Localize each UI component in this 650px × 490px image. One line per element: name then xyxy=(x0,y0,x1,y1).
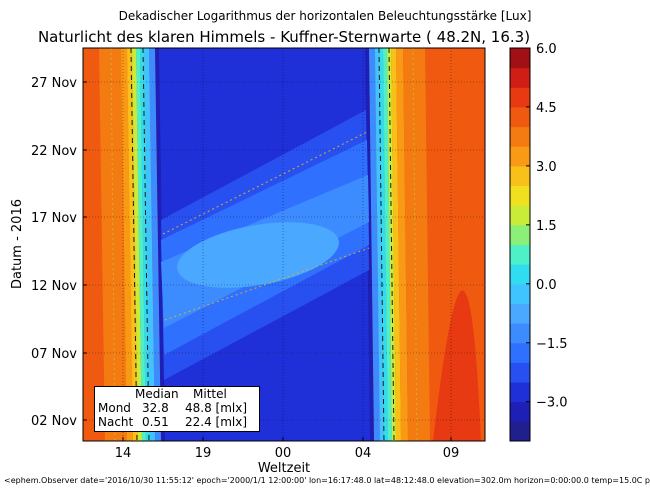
x-tick-label-3: 04 xyxy=(355,446,372,461)
plot-title: Naturlicht des klaren Himmels - Kuffner-… xyxy=(38,28,530,46)
y-tick-label-2: 17 Nov xyxy=(31,211,77,226)
colorbar-level-7 xyxy=(510,283,530,304)
band-dusk-7 xyxy=(149,48,161,441)
legend-nacht-mittel: 22.4 [mlx] xyxy=(185,415,248,429)
colorbar-level-17 xyxy=(510,87,530,108)
x-axis-label: Weltzeit xyxy=(258,461,310,476)
colorbar-level-4 xyxy=(510,342,530,363)
y-tick-label-4: 07 Nov xyxy=(31,347,77,362)
band-dawn-5 xyxy=(391,48,401,441)
contour-moon-upper xyxy=(162,131,368,235)
colorbar-level-2 xyxy=(510,382,530,403)
legend-header-median: Median xyxy=(135,387,179,401)
colorbar-tick-label-3: 1.5 xyxy=(536,219,557,234)
y-tick-label-1: 22 Nov xyxy=(31,144,77,159)
x-tick-label-0: 14 xyxy=(115,446,132,461)
colorbar-level-5 xyxy=(510,323,530,344)
colorbar-level-6 xyxy=(510,303,530,324)
colorbar-level-18 xyxy=(510,67,530,88)
x-tick-label-2: 00 xyxy=(275,446,292,461)
legend-box: Median Mittel Mond 32.8 48.8 [mlx] Nacht… xyxy=(94,386,260,432)
legend-nacht-label: Nacht xyxy=(98,415,134,429)
colorbar-tick-label-1: 4.5 xyxy=(536,101,557,116)
colorbar-level-13 xyxy=(510,165,530,187)
colorbar-level-16 xyxy=(510,106,530,128)
colorbar-frame xyxy=(509,47,531,442)
legend-mond-mittel: 48.8 [mlx] xyxy=(185,401,248,415)
moon-ellipse xyxy=(177,222,339,288)
legend-mond-median: 32.8 xyxy=(142,401,169,415)
band-dawn-6 xyxy=(396,48,408,441)
legend-header-mittel: Mittel xyxy=(193,387,227,401)
colorbar-level-15 xyxy=(510,126,530,147)
contour-day-right xyxy=(412,48,418,441)
legend-nacht-median: 0.51 xyxy=(142,415,169,429)
colorbar-level-8 xyxy=(510,264,530,285)
colorbar-level-19 xyxy=(510,48,530,69)
colorbar-level-3 xyxy=(510,362,530,383)
band-dusk-5 xyxy=(140,48,150,441)
band-dawn-7 xyxy=(403,48,430,441)
y-tick-label-0: 27 Nov xyxy=(31,76,77,91)
band-dusk-1 xyxy=(121,48,133,441)
contour-vert-0 xyxy=(130,48,138,441)
day-peak xyxy=(433,290,481,441)
contour-vert-1 xyxy=(142,48,150,441)
colorbar-level-9 xyxy=(510,244,530,265)
band-dawn-2 xyxy=(379,48,388,441)
contour-moon-lower xyxy=(164,247,370,321)
colorbar-tick-label-5: −1.5 xyxy=(536,337,568,352)
band-dawn-1 xyxy=(375,48,384,441)
band-dusk-4 xyxy=(136,48,146,441)
y-tick-label-5: 02 Nov xyxy=(31,414,77,429)
y-tick-label-3: 12 Nov xyxy=(31,279,77,294)
y-axis-label: Datum - 2016 xyxy=(10,199,25,289)
observer-footer: <ephem.Observer date='2016/10/30 11:55:1… xyxy=(4,476,650,485)
band-dawn-0 xyxy=(369,48,380,441)
contour-vert-3 xyxy=(388,48,395,441)
band-dusk-3 xyxy=(132,48,142,441)
band-dawn-4 xyxy=(387,48,396,441)
suptitle: Dekadischer Logarithmus der horizontalen… xyxy=(119,9,532,23)
colorbar-tick-label-0: 6.0 xyxy=(536,42,557,57)
x-tick-label-4: 09 xyxy=(443,446,460,461)
colorbar-level-11 xyxy=(510,205,530,226)
colorbar-level-14 xyxy=(510,146,530,167)
plot-frame xyxy=(82,47,486,442)
x-tick-label-1: 19 xyxy=(195,446,212,461)
band-dusk-6 xyxy=(144,48,155,441)
legend-mond-label: Mond xyxy=(98,401,131,415)
band-dawn-3 xyxy=(383,48,392,441)
colorbar-level-12 xyxy=(510,185,530,206)
heatmap-field xyxy=(83,48,485,441)
band-dusk-2 xyxy=(127,48,138,441)
contour-day-left xyxy=(110,48,116,441)
colorbar-tick-label-4: 0.0 xyxy=(536,278,557,293)
colorbar-level-1 xyxy=(510,401,530,422)
colorbar-level-0 xyxy=(510,421,530,442)
colorbar-tick-label-2: 3.0 xyxy=(536,160,557,175)
contour-vert-2 xyxy=(378,48,385,441)
colorbar-level-10 xyxy=(510,224,530,245)
colorbar-tick-label-6: −3.0 xyxy=(536,396,568,411)
